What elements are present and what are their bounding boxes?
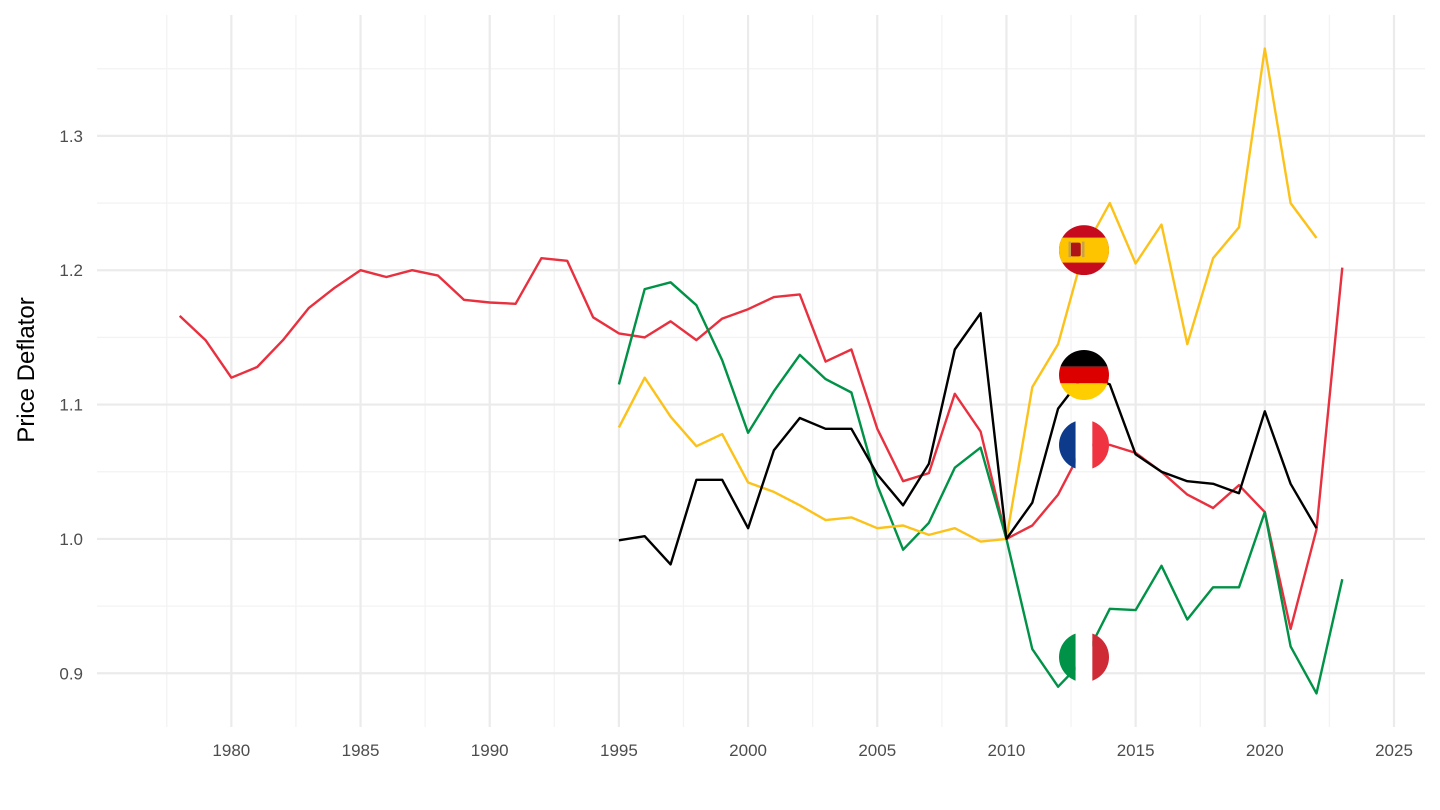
x-tick-label: 2005 (858, 741, 896, 760)
spain-flag-icon (1059, 225, 1109, 276)
series-lines (178, 47, 1344, 695)
y-tick-label: 1.1 (59, 396, 83, 415)
y-tick-label: 1.2 (59, 261, 83, 280)
series-line-france (178, 257, 1344, 631)
minor-gridlines (97, 15, 1425, 727)
italy-flag-icon (1059, 632, 1109, 683)
x-tick-label: 2010 (988, 741, 1026, 760)
germany-flag-icon (1059, 350, 1109, 400)
series-line-spain (617, 47, 1318, 543)
x-tick-label: 2020 (1246, 741, 1284, 760)
x-tick-label: 2015 (1117, 741, 1155, 760)
y-axis-title: Price Deflator (13, 297, 40, 442)
series-line-germany (618, 312, 1318, 566)
x-tick-label: 2025 (1375, 741, 1413, 760)
y-tick-label: 1.3 (59, 127, 83, 146)
x-tick-label: 1985 (342, 741, 380, 760)
x-tick-label: 1980 (212, 741, 250, 760)
y-axis-tick-labels: 0.9 1.0 1.1 1.2 1.3 (59, 127, 83, 683)
x-tick-label: 1990 (471, 741, 509, 760)
y-tick-label: 1.0 (59, 530, 83, 549)
x-tick-label: 1995 (600, 741, 638, 760)
series-line-italy (617, 281, 1344, 695)
x-tick-label: 2000 (729, 741, 767, 760)
y-tick-label: 0.9 (59, 664, 83, 683)
france-flag-icon (1059, 419, 1109, 470)
x-axis-tick-labels: 1980 1985 1990 1995 2000 2005 2010 2015 2020 2025 (212, 741, 1412, 760)
flag-markers (1059, 225, 1109, 683)
